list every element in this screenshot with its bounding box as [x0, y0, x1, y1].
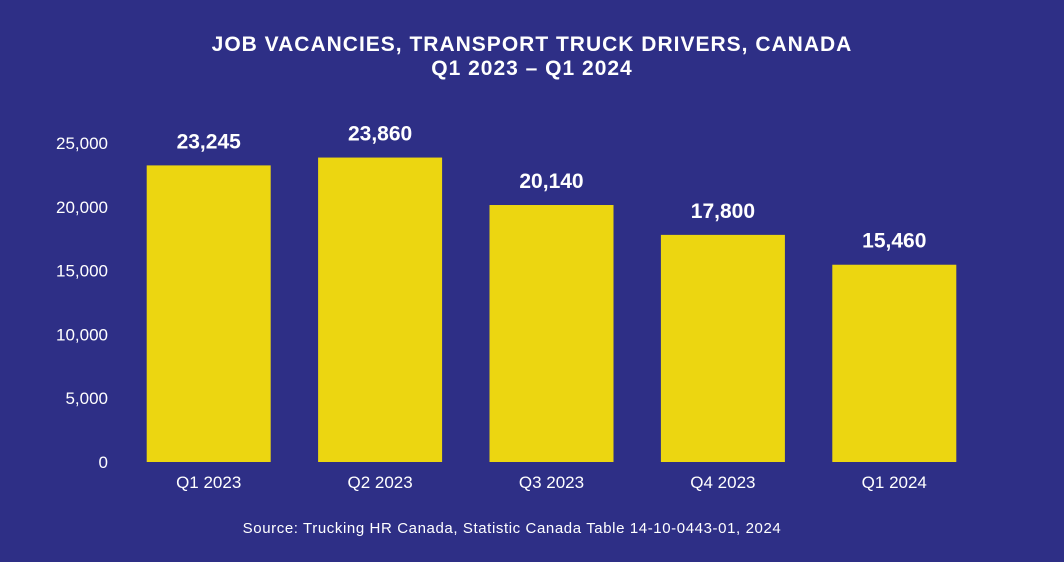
data-label: 20,140 [519, 170, 583, 193]
bar [832, 264, 957, 462]
y-tick-label: 25,000 [56, 134, 108, 153]
x-tick-label: Q2 2023 [347, 473, 412, 492]
chart-title-block: JOB VACANCIES, TRANSPORT TRUCK DRIVERS, … [0, 33, 1064, 81]
x-tick-label: Q1 2024 [862, 473, 927, 492]
data-label: 23,245 [177, 130, 242, 153]
bar [318, 157, 443, 463]
data-label: 17,800 [691, 200, 755, 223]
y-tick-label: 10,000 [56, 325, 108, 344]
chart-title: JOB VACANCIES, TRANSPORT TRUCK DRIVERS, … [211, 33, 853, 56]
bar [660, 234, 785, 462]
x-tick-label: Q1 2023 [176, 473, 241, 492]
chart-subtitle: Q1 2023 – Q1 2024 [431, 57, 633, 80]
bar [146, 165, 271, 462]
source-note: Source: Trucking HR Canada, Statistic Ca… [242, 520, 782, 537]
y-tick-label: 20,000 [56, 198, 108, 217]
y-tick-label: 0 [99, 453, 108, 472]
bar [489, 205, 614, 462]
x-tick-label: Q4 2023 [690, 473, 755, 492]
data-label: 15,460 [862, 230, 926, 253]
y-tick-label: 15,000 [56, 262, 108, 281]
y-tick-label: 5,000 [65, 389, 108, 408]
data-label: 23,860 [348, 123, 412, 146]
x-tick-label: Q3 2023 [519, 473, 584, 492]
